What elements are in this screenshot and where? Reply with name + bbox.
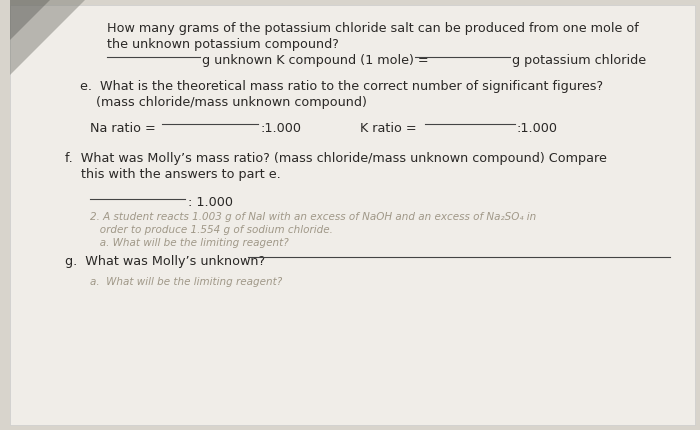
Text: 2. A student reacts 1.003 g of NaI with an excess of NaOH and an excess of Na₂SO: 2. A student reacts 1.003 g of NaI with … [90, 212, 536, 222]
Polygon shape [10, 0, 50, 40]
Text: f.  What was Molly’s mass ratio? (mass chloride/mass unknown compound) Compare: f. What was Molly’s mass ratio? (mass ch… [65, 152, 607, 165]
Text: a.  What will be the limiting reagent?: a. What will be the limiting reagent? [90, 277, 282, 287]
Text: K ratio =: K ratio = [360, 122, 421, 135]
Text: this with the answers to part e.: this with the answers to part e. [65, 168, 281, 181]
Text: the unknown potassium compound?: the unknown potassium compound? [107, 38, 339, 51]
Text: a. What will be the limiting reagent?: a. What will be the limiting reagent? [90, 238, 288, 248]
Text: e.  What is the theoretical mass ratio to the correct number of significant figu: e. What is the theoretical mass ratio to… [80, 80, 603, 93]
Polygon shape [10, 0, 85, 75]
Text: order to produce 1.554 g of sodium chloride.: order to produce 1.554 g of sodium chlor… [90, 225, 333, 235]
Text: :1.000: :1.000 [260, 122, 301, 135]
Text: Na ratio =: Na ratio = [90, 122, 160, 135]
Text: How many grams of the potassium chloride salt can be produced from one mole of: How many grams of the potassium chloride… [107, 22, 638, 35]
Text: (mass chloride/mass unknown compound): (mass chloride/mass unknown compound) [80, 96, 367, 109]
Text: :1.000: :1.000 [517, 122, 558, 135]
Text: g unknown K compound (1 mole) =: g unknown K compound (1 mole) = [202, 54, 428, 67]
Text: g.  What was Molly’s unknown?: g. What was Molly’s unknown? [65, 255, 273, 268]
Text: : 1.000: : 1.000 [188, 196, 233, 209]
FancyBboxPatch shape [10, 5, 695, 425]
Text: g potassium chloride: g potassium chloride [512, 54, 646, 67]
